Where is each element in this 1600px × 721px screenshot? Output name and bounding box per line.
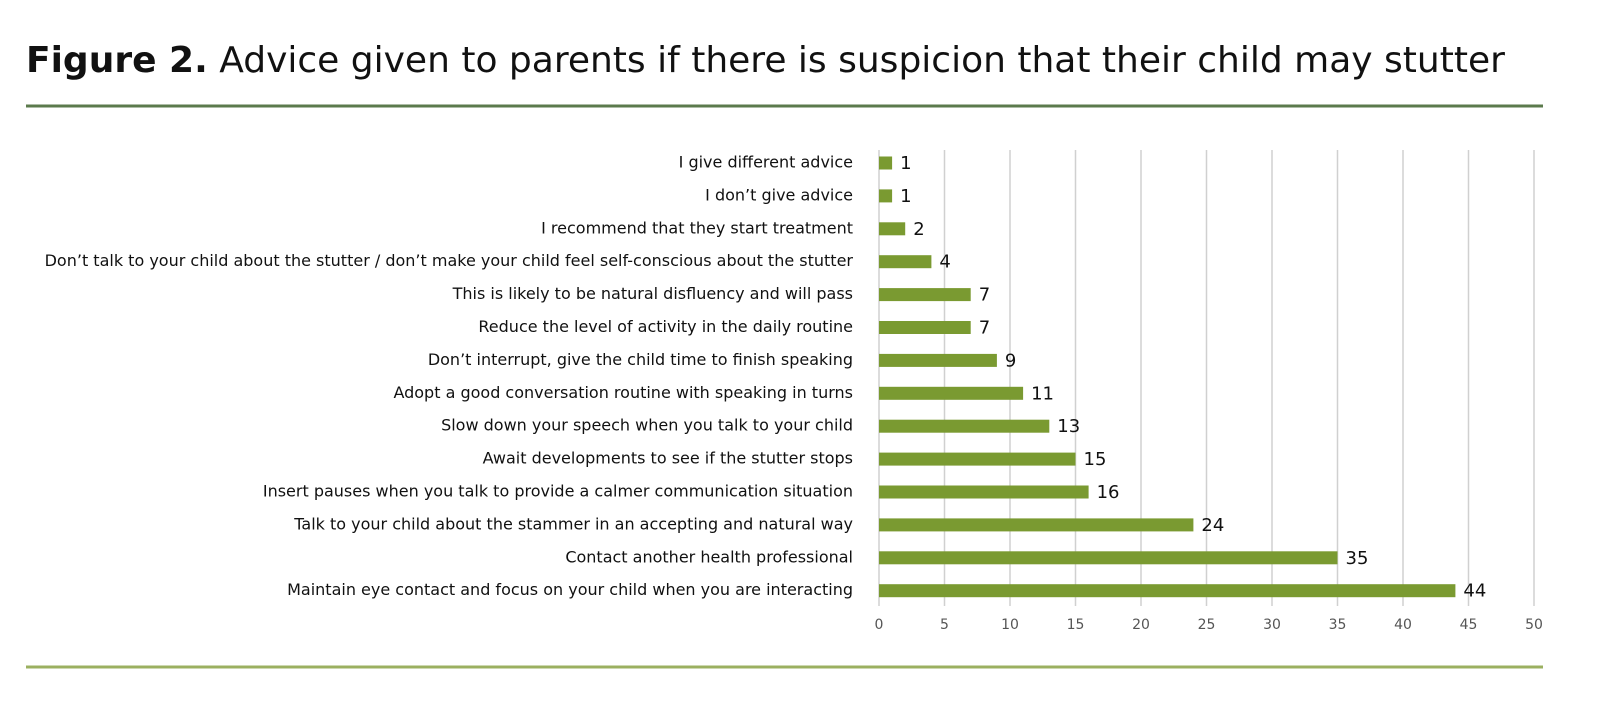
x-tick-label: 30: [1263, 617, 1281, 633]
bar: [879, 353, 997, 367]
y-tick-label: Reduce the level of activity in the dail…: [478, 317, 853, 336]
x-tick-label: 40: [1394, 617, 1412, 633]
bar: [879, 189, 893, 203]
bar: [879, 288, 971, 302]
figure-label: Figure 2.: [26, 40, 208, 81]
bar: [879, 518, 1194, 532]
x-tick-label: 10: [1001, 617, 1019, 633]
bar: [879, 584, 1456, 598]
bar: [879, 222, 906, 236]
y-tick-label: I give different advice: [679, 153, 853, 172]
bar: [879, 386, 1024, 400]
bar: [879, 321, 971, 334]
x-tick-label: 5: [940, 617, 949, 633]
y-tick-label: Await developments to see if the stutter…: [483, 449, 853, 468]
bar: [879, 156, 893, 170]
y-tick-label: I recommend that they start treatment: [541, 218, 853, 237]
value-label: 11: [1031, 383, 1054, 404]
value-label: 7: [979, 285, 990, 306]
bar: [879, 551, 1338, 565]
bar: [879, 485, 1089, 499]
x-tick-label: 45: [1460, 617, 1478, 633]
y-tick-label: Don’t interrupt, give the child time to …: [428, 350, 853, 369]
y-tick-label: This is likely to be natural disfluency …: [452, 284, 853, 303]
y-tick-label: Adopt a good conversation routine with s…: [393, 383, 853, 402]
x-tick-label: 25: [1198, 617, 1216, 633]
x-tick-label: 50: [1525, 617, 1543, 633]
bar: [879, 255, 932, 269]
y-tick-label: I don’t give advice: [705, 185, 853, 204]
value-label: 44: [1463, 581, 1486, 602]
value-label: 1: [900, 186, 911, 207]
value-label: 7: [979, 318, 990, 339]
value-label: 13: [1057, 416, 1080, 437]
value-label: 24: [1201, 515, 1224, 536]
x-tick-label: 20: [1132, 617, 1150, 633]
title-text: Advice given to parents if there is susp…: [219, 40, 1505, 81]
x-tick-label: 15: [1067, 617, 1085, 633]
chart-title: Figure 2. Advice given to parents if the…: [26, 40, 1505, 81]
y-tick-label: Insert pauses when you talk to provide a…: [263, 482, 853, 501]
bar: [879, 419, 1050, 433]
bar: [879, 452, 1076, 466]
y-tick-label: Maintain eye contact and focus on your c…: [287, 580, 853, 599]
x-tick-label: 35: [1329, 617, 1347, 633]
x-tick-label: 0: [875, 617, 884, 633]
y-tick-label: Contact another health professional: [565, 547, 853, 566]
value-label: 1: [900, 153, 911, 174]
y-tick-label: Don’t talk to your child about the stutt…: [45, 251, 854, 270]
value-label: 2: [913, 219, 924, 240]
value-label: 16: [1097, 482, 1120, 503]
y-tick-label: Talk to your child about the stammer in …: [293, 514, 853, 533]
value-label: 4: [939, 252, 950, 273]
value-label: 35: [1346, 548, 1369, 569]
value-label: 15: [1084, 449, 1107, 470]
y-tick-label: Slow down your speech when you talk to y…: [441, 416, 853, 435]
value-label: 9: [1005, 350, 1016, 371]
